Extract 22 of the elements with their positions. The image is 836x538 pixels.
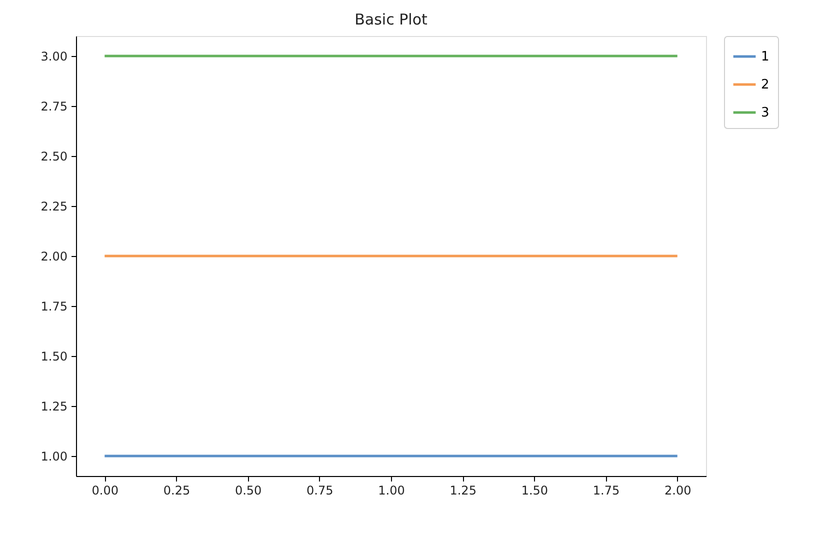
- y-tick-label: 1.25: [40, 400, 68, 414]
- chart-title: Basic Plot: [354, 10, 428, 28]
- legend-label: 2: [761, 78, 770, 92]
- x-tick-label: 1.50: [521, 484, 548, 498]
- y-tick-label: 1.00: [40, 450, 68, 464]
- x-tick-label: 1.25: [450, 484, 476, 498]
- legend-label: 1: [761, 50, 770, 64]
- y-tick-label: 2.00: [40, 250, 68, 264]
- y-tick-label: 2.75: [40, 100, 68, 114]
- x-tick-label: 0.00: [92, 484, 118, 498]
- x-tick-label: 1.75: [592, 484, 620, 498]
- y-tick-label: 1.75: [40, 300, 68, 314]
- y-tick-label: 3.00: [40, 50, 68, 64]
- x-tick-label: 2.00: [664, 484, 692, 498]
- x-tick-label: 0.75: [306, 484, 334, 498]
- y-tick-label: 2.25: [40, 200, 68, 214]
- legend-label: 3: [761, 106, 770, 120]
- x-tick-label: 0.25: [163, 484, 190, 498]
- y-tick-label: 1.50: [40, 350, 68, 364]
- x-tick-label: 0.50: [234, 484, 262, 498]
- y-tick-label: 2.50: [40, 150, 68, 164]
- x-tick-label: 1.00: [378, 484, 405, 498]
